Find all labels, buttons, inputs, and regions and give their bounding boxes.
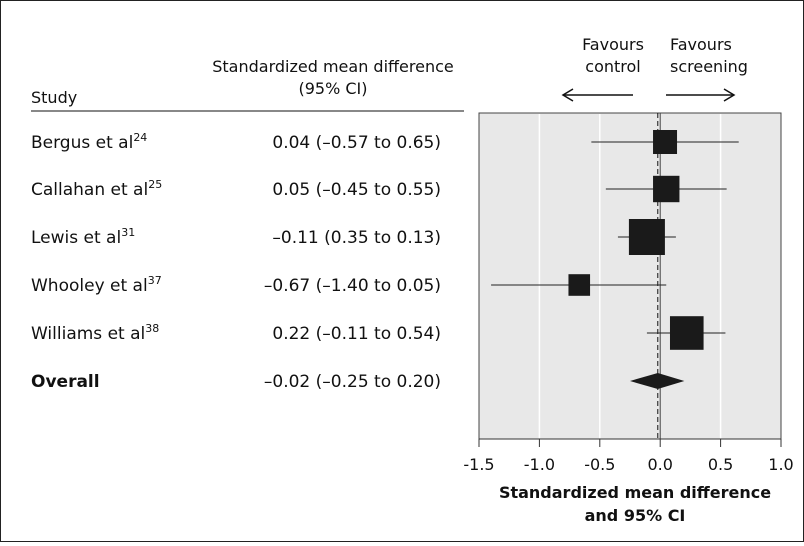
reference-superscript: 31 bbox=[121, 226, 135, 239]
study-column-header: Study bbox=[31, 88, 77, 107]
point-estimate-square bbox=[628, 219, 665, 255]
effect-ci-value: 0.04 (–0.57 to 0.65) bbox=[272, 133, 441, 153]
plot-area bbox=[478, 112, 782, 440]
overall-diamond bbox=[630, 373, 685, 389]
x-axis-label-line2: and 95% CI bbox=[585, 506, 686, 525]
reference-superscript: 38 bbox=[145, 322, 159, 335]
x-tick-label: 0.0 bbox=[647, 455, 672, 474]
study-name: Whooley et al37 bbox=[31, 274, 162, 296]
study-name: Callahan et al25 bbox=[31, 178, 162, 200]
point-estimate-square bbox=[653, 175, 680, 203]
study-name: Overall bbox=[31, 372, 100, 392]
effect-column-header-line1: Standardized mean difference bbox=[212, 57, 454, 76]
reference-superscript: 37 bbox=[148, 274, 162, 287]
point-estimate-square bbox=[669, 316, 704, 350]
study-mark bbox=[617, 219, 676, 255]
reference-superscript: 25 bbox=[148, 178, 162, 191]
study-mark bbox=[646, 316, 726, 350]
study-mark bbox=[605, 175, 727, 203]
effect-ci-value: 0.05 (–0.45 to 0.55) bbox=[272, 180, 441, 200]
effect-ci-value: –0.02 (–0.25 to 0.20) bbox=[264, 372, 441, 392]
study-mark bbox=[491, 274, 667, 296]
x-axis: -1.5 -1.0 -0.5 0.0 0.5 1.0 bbox=[463, 438, 794, 474]
favours-control-label-line1: Favours bbox=[582, 35, 644, 54]
point-estimate-square bbox=[653, 130, 678, 154]
x-tick-label: 0.5 bbox=[708, 455, 733, 474]
study-name: Bergus et al24 bbox=[31, 131, 147, 153]
study-marks bbox=[491, 130, 739, 389]
x-tick-label: 1.0 bbox=[768, 455, 793, 474]
x-axis-label-line1: Standardized mean difference bbox=[499, 483, 771, 502]
effect-ci-value: –0.11 (0.35 to 0.13) bbox=[272, 228, 441, 248]
favours-screening-label-line2: screening bbox=[670, 57, 748, 76]
gridlines bbox=[538, 114, 722, 438]
study-name: Williams et al38 bbox=[31, 322, 159, 344]
effect-ci-value: 0.22 (–0.11 to 0.54) bbox=[272, 324, 441, 344]
point-estimate-square bbox=[568, 274, 591, 296]
right-arrow bbox=[666, 88, 736, 102]
x-tick-label: -0.5 bbox=[584, 455, 615, 474]
left-arrow bbox=[561, 88, 633, 102]
study-labels: Bergus et al24 0.04 (–0.57 to 0.65) Callah… bbox=[31, 131, 441, 392]
x-tick-label: -1.5 bbox=[463, 455, 494, 474]
reference-superscript: 24 bbox=[133, 131, 147, 144]
effect-column-header-line2: (95% CI) bbox=[298, 79, 367, 98]
study-mark bbox=[591, 130, 739, 154]
effect-ci-value: –0.67 (–1.40 to 0.05) bbox=[264, 276, 441, 296]
favours-control-label-line2: control bbox=[585, 57, 640, 76]
x-tick-label: -1.0 bbox=[524, 455, 555, 474]
study-name: Lewis et al31 bbox=[31, 226, 135, 248]
favours-screening-label-line1: Favours bbox=[670, 35, 732, 54]
